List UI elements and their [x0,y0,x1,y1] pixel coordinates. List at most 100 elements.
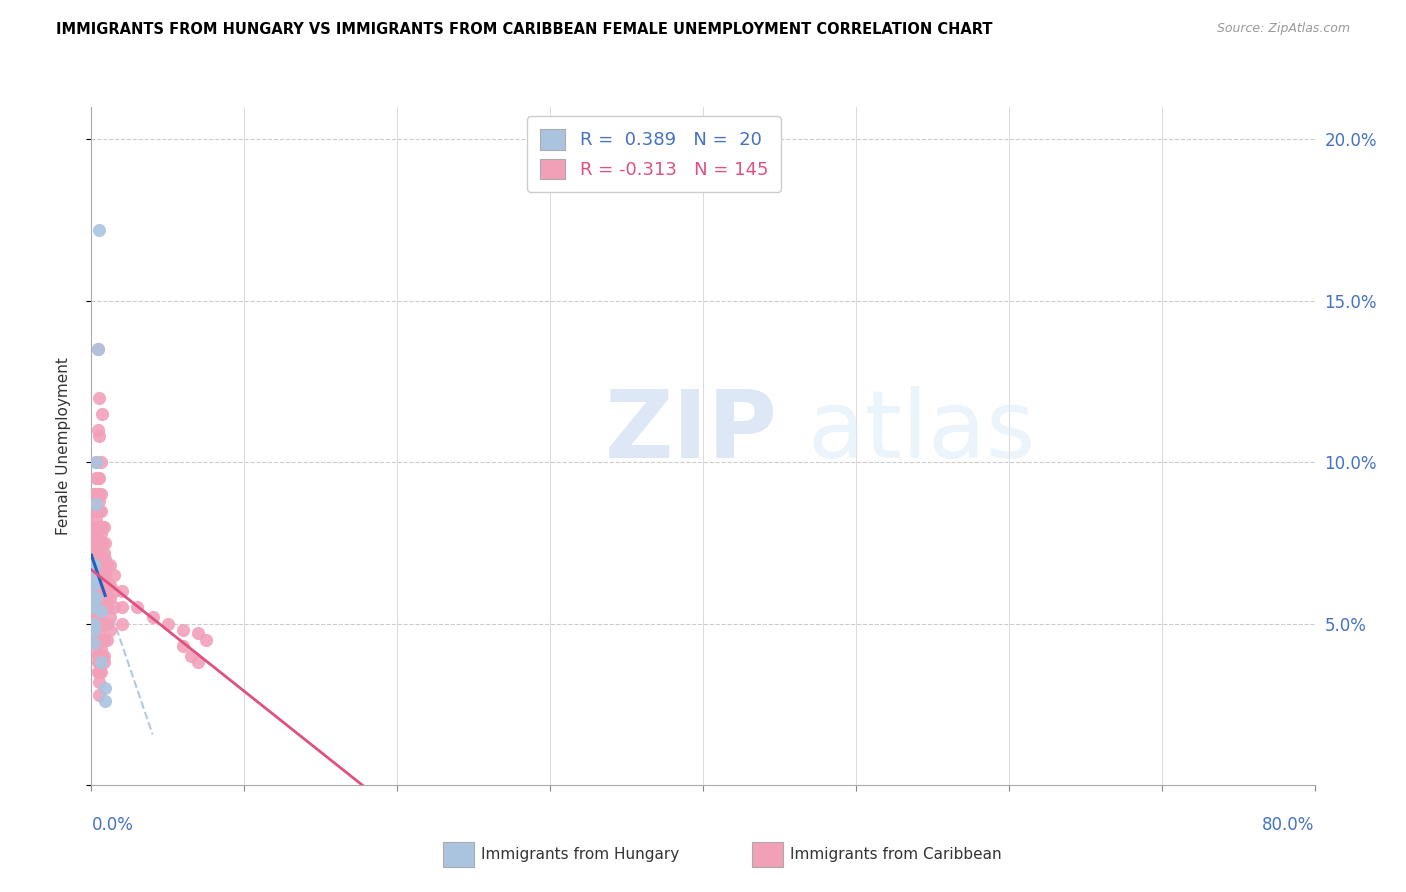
Point [93,584,115,599]
Point [111,616,134,631]
Point [84,584,107,599]
Point [87,648,110,663]
Point [93,600,115,615]
Point [86,487,108,501]
Point [87,487,110,501]
Point [90,655,112,669]
Point [91,600,114,615]
Point [90,665,112,679]
Point [83,600,105,615]
Point [86,616,108,631]
Point [83,584,105,599]
Point [87,429,110,443]
Point [111,600,134,615]
Point [87,600,110,615]
Point [98,623,121,637]
Point [84,545,107,559]
Point [96,600,118,615]
Point [94,584,117,599]
Point [91,407,114,421]
Point [93,519,115,533]
Point [156,616,179,631]
Point [82,545,104,559]
Text: Immigrants from Caribbean: Immigrants from Caribbean [790,847,1002,862]
Point [94,568,117,582]
Point [84,632,107,647]
Point [83,636,105,650]
Point [103,568,125,582]
Point [84,536,107,550]
Point [82,568,104,582]
Point [84,616,107,631]
Point [98,558,121,573]
Point [87,503,110,517]
Point [91,616,114,631]
Point [83,558,105,573]
Point [90,642,112,657]
Point [82,600,104,615]
Point [82,591,104,605]
Point [87,494,110,508]
Point [90,632,112,647]
Point [86,519,108,533]
Point [84,591,107,605]
Point [98,610,121,624]
Point [96,578,118,592]
Point [90,552,112,566]
Point [90,578,112,592]
Point [96,632,118,647]
Point [83,545,105,559]
Point [86,471,108,485]
Text: ZIP: ZIP [605,386,778,478]
Point [84,455,107,469]
Point [83,578,105,592]
Point [82,558,104,573]
Point [86,648,108,663]
Point [87,391,110,405]
Point [90,487,112,501]
Point [94,552,117,566]
Point [83,607,105,621]
Point [96,558,118,573]
Point [84,607,107,621]
Point [91,552,114,566]
Point [87,688,110,702]
Point [93,655,115,669]
Point [98,578,121,592]
Point [83,616,105,631]
Point [94,536,117,550]
Point [91,632,114,647]
Point [83,568,105,582]
Point [82,597,104,611]
Point [96,616,118,631]
Point [103,584,125,599]
Point [87,568,110,582]
Point [87,558,110,573]
Point [84,513,107,527]
Legend: R =  0.389   N =  20, R = -0.313   N = 145: R = 0.389 N = 20, R = -0.313 N = 145 [527,116,780,192]
Text: IMMIGRANTS FROM HUNGARY VS IMMIGRANTS FROM CARIBBEAN FEMALE UNEMPLOYMENT CORRELA: IMMIGRANTS FROM HUNGARY VS IMMIGRANTS FR… [56,22,993,37]
Text: Immigrants from Hungary: Immigrants from Hungary [481,847,679,862]
Point [83,536,105,550]
Point [82,616,104,631]
Point [82,574,104,589]
Point [86,578,108,592]
Point [90,604,112,618]
Point [84,487,107,501]
Point [86,632,108,647]
Point [91,519,114,533]
Point [91,568,114,582]
Point [82,552,104,566]
Point [84,568,107,582]
Point [86,423,108,437]
Point [82,578,104,592]
Text: 0.0%: 0.0% [91,816,134,834]
Point [87,665,110,679]
Point [90,655,112,669]
Point [91,584,114,599]
Point [83,591,105,605]
Point [86,536,108,550]
Point [87,545,110,559]
Point [187,626,209,640]
Point [90,455,112,469]
